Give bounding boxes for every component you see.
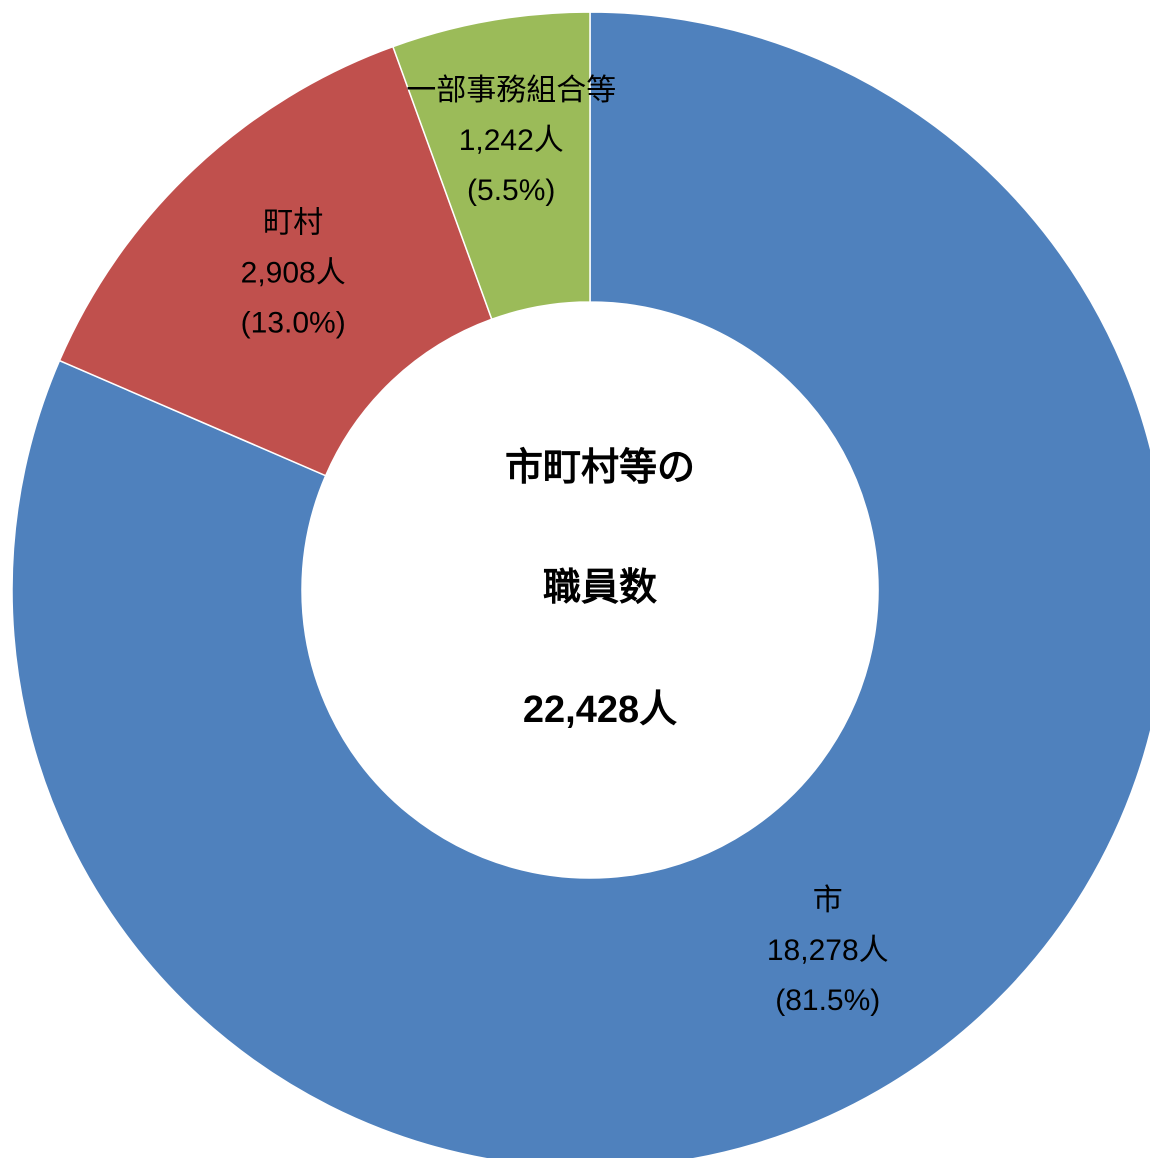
center-title: 職員数 [543, 567, 657, 609]
donut-slice [391, 11, 591, 321]
center-total: 22,428人 [523, 689, 677, 731]
slices [11, 11, 1150, 1158]
slice-value: 18,278人 [767, 934, 889, 967]
slice-value: 2,908人 [241, 257, 346, 290]
labels: 市 18,278人 (81.5%) 町村 2,908人 (13.0%) 一部事務組合等 1,2… [241, 74, 889, 1017]
donut-slice [11, 11, 1150, 1158]
donut-slice [58, 45, 493, 477]
slice-value: 1,242人 [459, 124, 564, 157]
slice-category: 一部事務組合等 [406, 74, 616, 107]
slice-percent: (13.0%) [241, 307, 346, 340]
slice-category: 市 [813, 884, 843, 917]
center-title: 市町村等の [505, 447, 695, 489]
slice-percent: (5.5%) [467, 174, 555, 207]
slice-category: 町村 [263, 207, 323, 240]
slice-percent: (81.5%) [775, 984, 880, 1017]
